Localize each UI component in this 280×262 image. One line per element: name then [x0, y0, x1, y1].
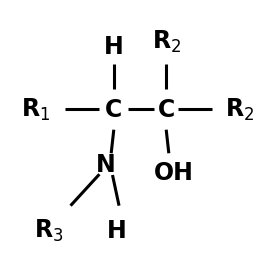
Text: R$_3$: R$_3$ — [34, 217, 63, 244]
Text: C: C — [105, 98, 122, 122]
Text: R$_1$: R$_1$ — [20, 97, 50, 123]
Text: R$_2$: R$_2$ — [225, 97, 254, 123]
Text: N: N — [96, 153, 116, 177]
Text: R$_2$: R$_2$ — [151, 29, 181, 55]
Text: C: C — [158, 98, 175, 122]
Text: OH: OH — [154, 161, 194, 185]
Text: H: H — [104, 35, 124, 59]
Text: H: H — [107, 219, 126, 243]
